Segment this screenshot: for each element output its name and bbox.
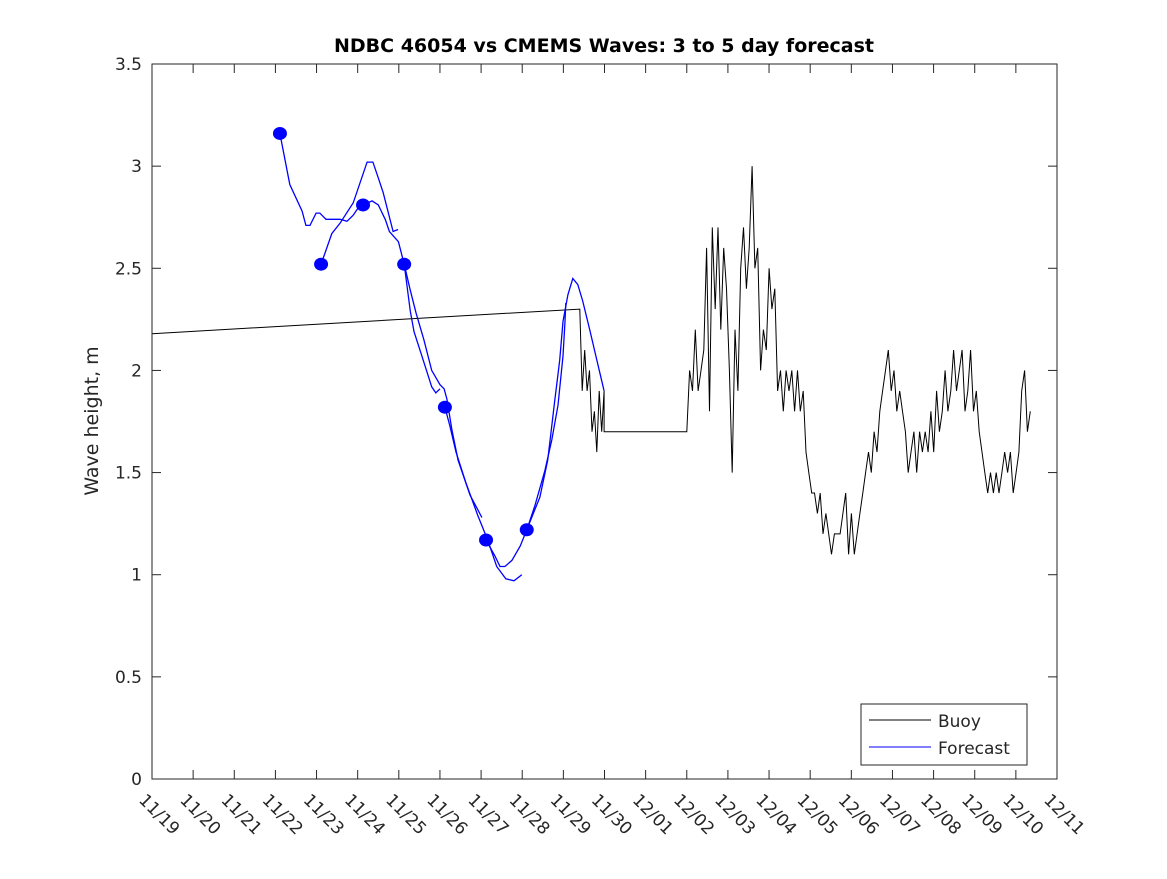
x-tick-label: 12/08 (916, 790, 965, 839)
x-tick-label: 12/11 (1039, 790, 1088, 839)
x-tick-label: 12/04 (752, 790, 801, 839)
x-tick-label: 12/10 (998, 790, 1047, 839)
y-tick-label: 3.5 (115, 55, 142, 75)
forecast-line (279, 133, 361, 227)
x-tick-label: 11/27 (464, 790, 513, 839)
forecast-marker (479, 533, 494, 547)
x-tick-label: 11/30 (587, 790, 636, 839)
forecast-line (320, 161, 399, 265)
legend: Buoy Forecast (860, 703, 1028, 766)
forecast-marker (314, 257, 329, 271)
y-tick-label: 2 (131, 361, 142, 381)
forecast-marker (437, 400, 452, 414)
y-tick-label: 0.5 (115, 668, 142, 688)
y-tick-label: 2.5 (115, 259, 142, 279)
x-tick-label: 11/23 (299, 790, 348, 839)
x-tick-label: 11/19 (134, 790, 183, 839)
buoy-line (151, 166, 1031, 555)
x-tick-label: 11/28 (505, 790, 554, 839)
x-tick-label: 11/22 (258, 790, 307, 839)
y-tick-label: 1 (131, 566, 142, 586)
forecast-marker (356, 198, 371, 212)
forecast-marker (519, 523, 534, 537)
chart-title: NDBC 46054 vs CMEMS Waves: 3 to 5 day fo… (334, 35, 874, 57)
y-tick-label: 0 (131, 770, 142, 790)
forecast-line (444, 407, 523, 582)
x-tick-label: 11/29 (546, 790, 595, 839)
x-tick-label: 11/25 (381, 790, 430, 839)
forecast-line (485, 302, 567, 568)
x-tick-label: 12/01 (628, 790, 677, 839)
x-tick-label: 11/24 (340, 790, 389, 839)
forecast-line (526, 277, 605, 531)
x-tick-label: 11/21 (217, 790, 266, 839)
y-tick-label: 3 (131, 157, 142, 177)
x-tick-label: 11/26 (422, 790, 471, 839)
x-tick-label: 12/07 (875, 790, 924, 839)
y-axis-label: Wave height, m (81, 346, 103, 495)
x-tick-label: 12/03 (710, 790, 759, 839)
y-tick-label: 1.5 (115, 464, 142, 484)
x-tick-label: 12/06 (834, 790, 883, 839)
forecast-marker (397, 257, 412, 271)
legend-box (860, 703, 1028, 766)
x-tick-label: 12/09 (957, 790, 1006, 839)
legend-forecast-label: Forecast (938, 739, 1010, 759)
legend-buoy-label: Buoy (938, 712, 981, 732)
forecast-marker (272, 126, 287, 140)
x-tick-label: 11/20 (176, 790, 225, 839)
x-tick-label: 12/02 (669, 790, 718, 839)
x-tick-label: 12/05 (793, 790, 842, 839)
